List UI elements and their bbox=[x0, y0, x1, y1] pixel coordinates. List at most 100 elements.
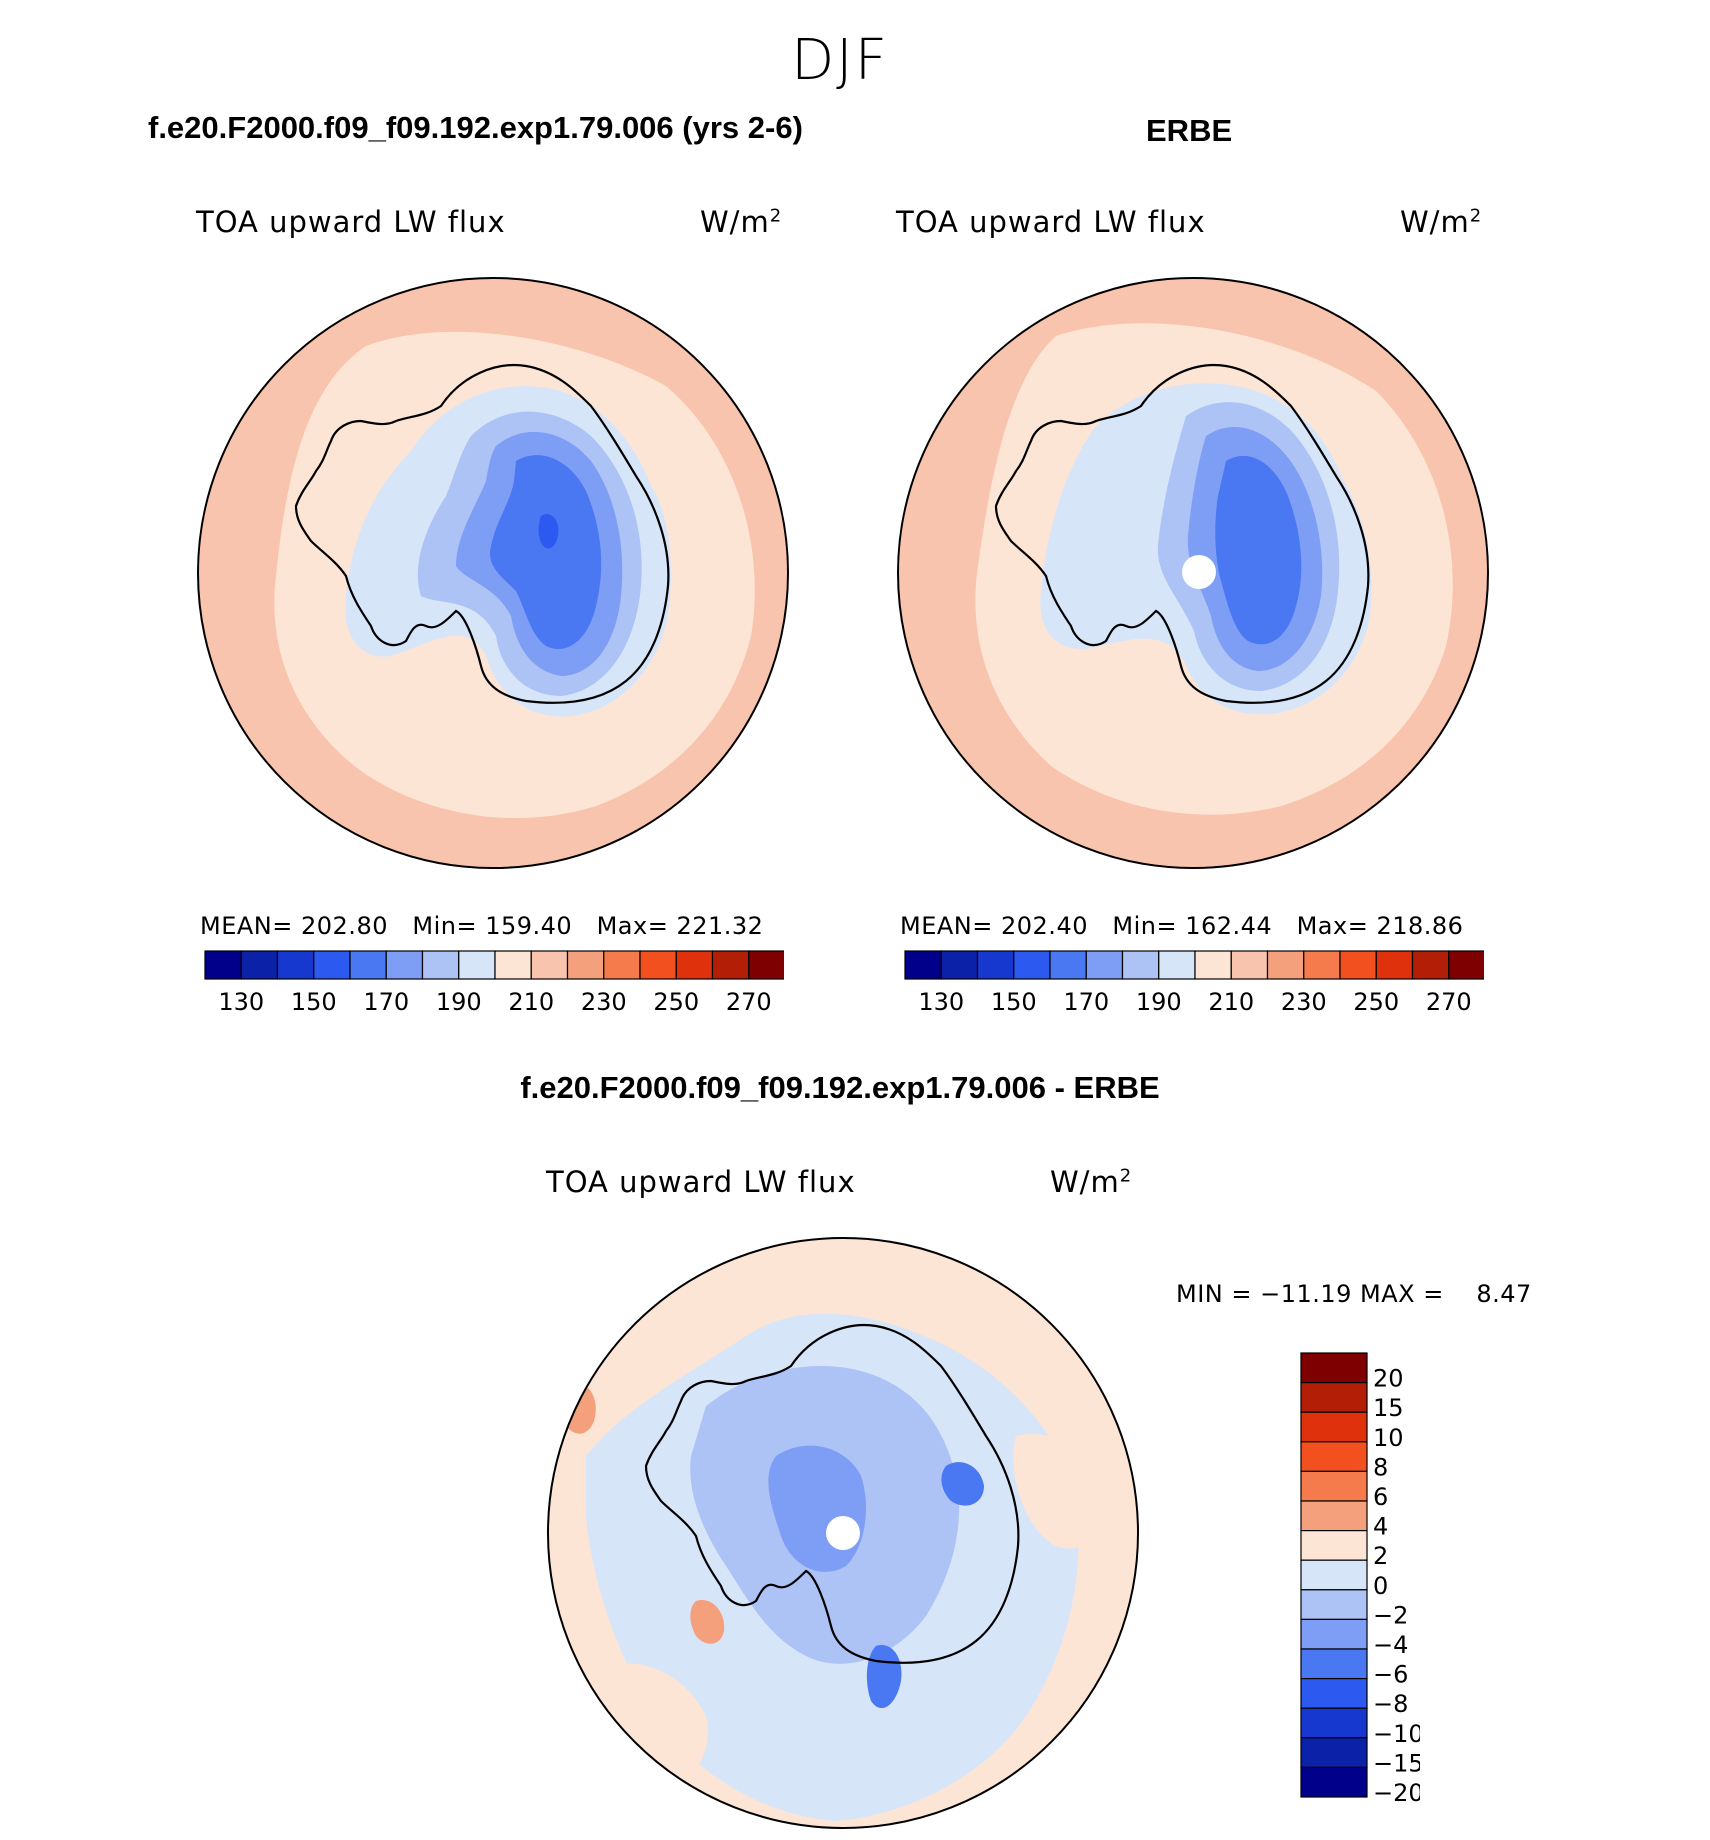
right-colorbar-box bbox=[1121, 950, 1160, 980]
left-colorbar: 130 150 170 190 210 230 250 270 bbox=[204, 950, 784, 1016]
right-colorbar-box bbox=[1448, 950, 1484, 980]
diff-colorbar-tick-label: 4 bbox=[1373, 1513, 1388, 1541]
right-stats-line: MEAN= 202.40 Min= 162.44 Max= 218.86 bbox=[900, 912, 1464, 940]
diff-colorbar-box bbox=[1300, 1352, 1368, 1384]
diff-missing-data-pole bbox=[826, 1516, 860, 1550]
right-variable-label: TOA upward LW flux bbox=[896, 205, 1206, 239]
diff-positive-patch-east bbox=[1013, 1434, 1107, 1549]
diff-colorbar-tick-label: −4 bbox=[1373, 1631, 1408, 1659]
left-colorbar-box bbox=[313, 950, 351, 980]
left-colorbar-box bbox=[240, 950, 279, 980]
left-colorbar-tick-label: 230 bbox=[581, 988, 627, 1016]
right-colorbar-box bbox=[1158, 950, 1196, 980]
left-colorbar-box bbox=[639, 950, 677, 980]
left-colorbar-box bbox=[204, 950, 242, 980]
right-ice-core bbox=[1215, 455, 1302, 645]
right-colorbar-box bbox=[940, 950, 979, 980]
right-colorbar-box bbox=[1085, 950, 1124, 980]
diff-map-boundary bbox=[547, 1237, 1139, 1829]
left-colorbar-tick-label: 130 bbox=[218, 988, 264, 1016]
diff-stats-line: MIN = −11.19 MAX = 8.47 bbox=[1176, 1280, 1532, 1308]
diff-colorbar-box bbox=[1300, 1500, 1368, 1532]
left-colorbar-box bbox=[530, 950, 569, 980]
left-colorbar-box bbox=[349, 950, 387, 980]
diff-colorbar-tick-label: 0 bbox=[1373, 1572, 1388, 1600]
left-ice-core bbox=[490, 455, 602, 650]
right-polar-map bbox=[897, 277, 1489, 869]
diff-colorbar-box bbox=[1300, 1766, 1368, 1798]
diff-polar-map bbox=[547, 1237, 1139, 1829]
left-colorbar-tick-label: 210 bbox=[508, 988, 554, 1016]
left-ice-minimum bbox=[538, 514, 559, 549]
left-panel-case-title: f.e20.F2000.f09_f09.192.exp1.79.006 (yrs… bbox=[148, 110, 803, 145]
right-colorbar-tick-label: 170 bbox=[1063, 988, 1109, 1016]
right-colorbar: 130 150 170 190 210 230 250 270 bbox=[904, 950, 1484, 1016]
diff-positive-northwest bbox=[561, 1383, 596, 1434]
right-colorbar-tick-label: 230 bbox=[1281, 988, 1327, 1016]
diff-antarctica-coastline bbox=[644, 1324, 1020, 1664]
right-colorbar-box bbox=[1230, 950, 1269, 980]
diff-colorbar-tick-label: −10 bbox=[1373, 1720, 1420, 1748]
left-colorbar-box bbox=[421, 950, 460, 980]
diff-colorbar-tick-label: −8 bbox=[1373, 1690, 1408, 1718]
diff-variable-label: TOA upward LW flux bbox=[546, 1165, 856, 1199]
right-colorbar-box bbox=[1194, 950, 1232, 980]
left-colorbar-box bbox=[603, 950, 641, 980]
right-colorbar-box bbox=[976, 950, 1015, 980]
left-stats-line: MEAN= 202.80 Min= 159.40 Max= 221.32 bbox=[200, 912, 764, 940]
diff-colorbar-box bbox=[1300, 1530, 1368, 1561]
right-colorbar-box bbox=[1339, 950, 1377, 980]
right-colorbar-box bbox=[1303, 950, 1341, 980]
diff-colorbar-tick-label: −15 bbox=[1373, 1749, 1420, 1777]
diff-colorbar-box bbox=[1300, 1559, 1368, 1591]
right-colorbar-box bbox=[1375, 950, 1414, 980]
left-polar-map bbox=[197, 277, 789, 869]
diff-colorbar-box bbox=[1300, 1707, 1368, 1739]
left-colorbar-box bbox=[711, 950, 750, 980]
right-colorbar-tick-label: 270 bbox=[1426, 988, 1472, 1016]
left-colorbar-box bbox=[748, 950, 784, 980]
right-missing-data-pole bbox=[1182, 555, 1216, 589]
right-colorbar-tick-label: 150 bbox=[991, 988, 1037, 1016]
right-colorbar-box bbox=[1013, 950, 1051, 980]
left-colorbar-box bbox=[458, 950, 496, 980]
diff-positive-peninsula bbox=[690, 1600, 725, 1644]
diff-colorbar-box bbox=[1300, 1382, 1368, 1413]
right-antarctica-coastline bbox=[994, 364, 1370, 704]
diff-negative-patch-east bbox=[941, 1462, 984, 1506]
left-units-label: W/m2 bbox=[700, 205, 783, 239]
left-colorbar-tick-label: 250 bbox=[653, 988, 699, 1016]
diff-colorbar-tick-label: −20 bbox=[1373, 1779, 1420, 1807]
diff-panel-case-title: f.e20.F2000.f09_f09.192.exp1.79.006 - ER… bbox=[520, 1070, 1160, 1105]
diff-colorbar-tick-label: 10 bbox=[1373, 1424, 1404, 1452]
left-colorbar-box bbox=[566, 950, 605, 980]
diff-colorbar-box bbox=[1300, 1411, 1368, 1443]
right-colorbar-box bbox=[1411, 950, 1450, 980]
left-colorbar-tick-label: 170 bbox=[363, 988, 409, 1016]
right-colorbar-box bbox=[1266, 950, 1305, 980]
left-colorbar-box bbox=[276, 950, 315, 980]
left-colorbar-box bbox=[675, 950, 714, 980]
diff-colorbar-box bbox=[1300, 1618, 1368, 1650]
left-variable-label: TOA upward LW flux bbox=[196, 205, 506, 239]
right-colorbar-box bbox=[904, 950, 942, 980]
right-colorbar-tick-label: 130 bbox=[918, 988, 964, 1016]
right-colorbar-box bbox=[1049, 950, 1087, 980]
left-colorbar-tick-label: 190 bbox=[436, 988, 482, 1016]
right-units-label: W/m2 bbox=[1400, 205, 1483, 239]
right-map-boundary bbox=[897, 277, 1489, 869]
left-map-boundary bbox=[197, 277, 789, 869]
diff-colorbar-tick-label: 6 bbox=[1373, 1483, 1388, 1511]
left-antarctica-coastline bbox=[294, 364, 670, 704]
diff-units-label: W/m2 bbox=[1050, 1165, 1133, 1199]
diff-colorbar-tick-label: 8 bbox=[1373, 1453, 1388, 1481]
diff-colorbar-box bbox=[1300, 1470, 1368, 1502]
left-colorbar-tick-label: 270 bbox=[726, 988, 772, 1016]
figure-title: DJF bbox=[791, 28, 889, 93]
right-colorbar-tick-label: 210 bbox=[1208, 988, 1254, 1016]
diff-colorbar-tick-label: 2 bbox=[1373, 1542, 1388, 1570]
right-panel-case-title: ERBE bbox=[1146, 113, 1233, 148]
diff-colorbar-tick-label: 15 bbox=[1373, 1394, 1404, 1422]
left-colorbar-box bbox=[494, 950, 532, 980]
